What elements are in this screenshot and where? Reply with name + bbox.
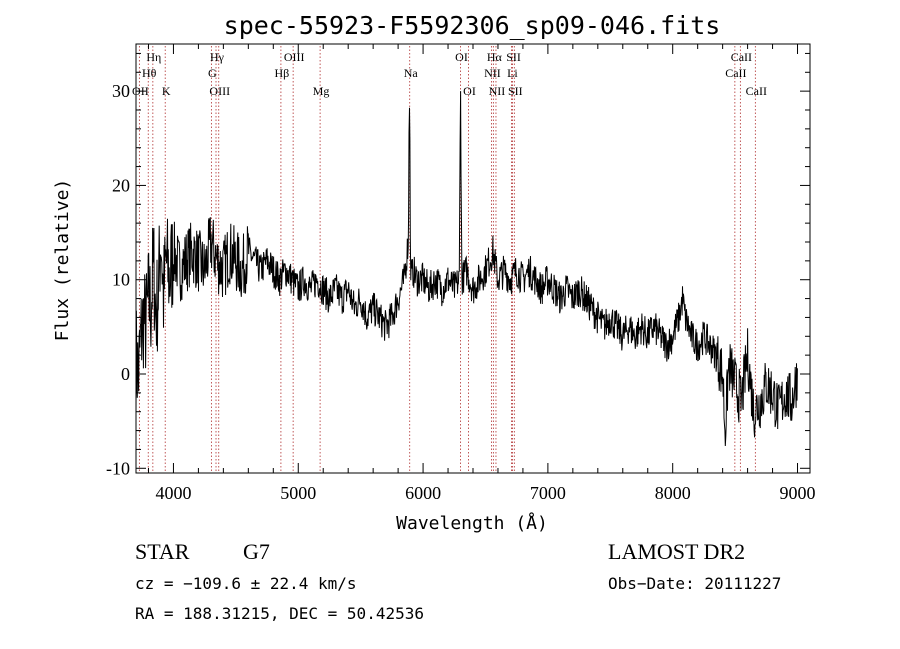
- spectral-line-label: CaII: [746, 84, 767, 98]
- spectral-line-label: K: [162, 84, 171, 98]
- spectral-line-label: Hβ: [275, 66, 290, 80]
- object-subclass: G7: [243, 539, 270, 564]
- survey-name: LAMOST DR2: [608, 539, 746, 564]
- y-tick-label: 30: [112, 81, 130, 101]
- obs-date-text: Obs−Date: 20111227: [608, 574, 782, 593]
- spectral-line-label: G: [208, 66, 217, 80]
- y-tick-label: 10: [112, 270, 130, 290]
- x-tick-label: 9000: [780, 483, 816, 503]
- spectral-line-label: NII: [489, 84, 506, 98]
- x-tick-label: 5000: [280, 483, 316, 503]
- spectral-line-label: SII: [506, 50, 521, 64]
- spectral-line-label: Li: [507, 66, 518, 80]
- spectral-line-label: OIII: [209, 84, 230, 98]
- x-tick-label: 8000: [655, 483, 691, 503]
- coords-text: RA = 188.31215, DEC = 50.42536: [135, 604, 424, 623]
- spectral-line-label: Hθ: [142, 66, 157, 80]
- spectral-line-label: Na: [404, 66, 419, 80]
- spectral-line-label: Mg: [313, 84, 330, 98]
- spectral-line-label: CaII: [725, 66, 746, 80]
- x-axis-label: Wavelength (Å): [396, 512, 548, 534]
- x-tick-label: 4000: [155, 483, 191, 503]
- spectral-line-label: Hα: [487, 50, 503, 64]
- object-class: STAR: [135, 539, 190, 564]
- y-tick-label: 20: [112, 175, 130, 195]
- spectral-line-label: OI: [463, 84, 476, 98]
- spectral-line-label: OI: [455, 50, 468, 64]
- spectral-line-label: OIII: [284, 50, 305, 64]
- chart-title: spec-55923-F5592306_sp09-046.fits: [224, 11, 721, 40]
- spectral-line-label: CaII: [731, 50, 752, 64]
- spectral-lines: [138, 46, 756, 473]
- redshift-text: cz = −109.6 ± 22.4 km/s: [135, 574, 357, 593]
- spectral-line-label: Hη: [146, 50, 161, 64]
- spectrum-line: [135, 91, 798, 447]
- y-tick-label: -10: [106, 458, 130, 478]
- y-axis: -10 0 10 20 30: [106, 52, 810, 478]
- y-tick-label: 0: [121, 364, 130, 384]
- x-axis: 4000 5000 6000 7000 8000 9000: [147, 44, 816, 503]
- spectral-line-label: NII: [484, 66, 501, 80]
- x-tick-label: 6000: [405, 483, 441, 503]
- y-axis-label: Flux (relative): [52, 179, 73, 342]
- x-tick-label: 7000: [530, 483, 566, 503]
- spectral-line-label: Hγ: [210, 50, 225, 64]
- spectral-line-label: SII: [508, 84, 523, 98]
